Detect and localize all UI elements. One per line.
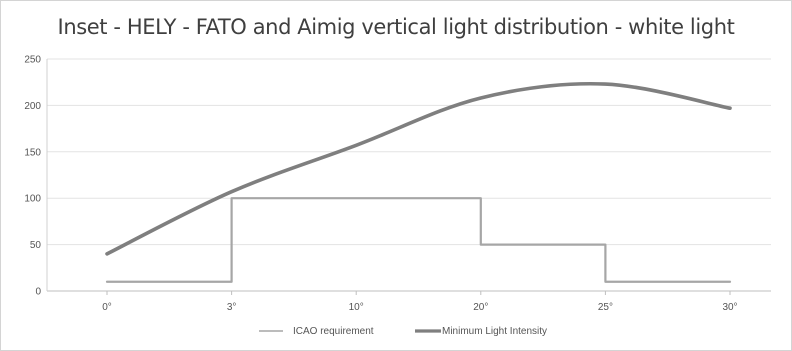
- y-tick-label: 0: [35, 287, 41, 298]
- legend-label: Minimum Light Intensity: [442, 326, 547, 337]
- series-line-minimum-light-intensity: [105, 81, 732, 256]
- y-tick-label: 200: [24, 101, 41, 112]
- legend: ICAO requirement Minimum Light Intensity: [259, 326, 547, 337]
- y-tick-label: 250: [24, 55, 41, 66]
- legend-label: ICAO requirement: [293, 326, 374, 337]
- x-tick-label: 30°: [722, 302, 737, 313]
- series-lines: [105, 81, 732, 283]
- y-tick-label: 50: [30, 240, 42, 251]
- chart-title: Inset - HELY - FATO and Aimig vertical l…: [57, 15, 735, 39]
- series-line-icao-requirement: [105, 197, 732, 283]
- x-tick-label: 20°: [473, 302, 488, 313]
- x-tick-label: 10°: [349, 302, 364, 313]
- x-tick-label: 0°: [102, 302, 112, 313]
- y-tick-label: 100: [24, 194, 41, 205]
- y-tick-label: 150: [24, 147, 41, 158]
- x-tick-label: 3°: [227, 302, 237, 313]
- x-tick-label: 25°: [598, 302, 613, 313]
- axes: 0 50 100 150 200 250 0° 3° 10° 20° 25° 30°: [24, 55, 737, 314]
